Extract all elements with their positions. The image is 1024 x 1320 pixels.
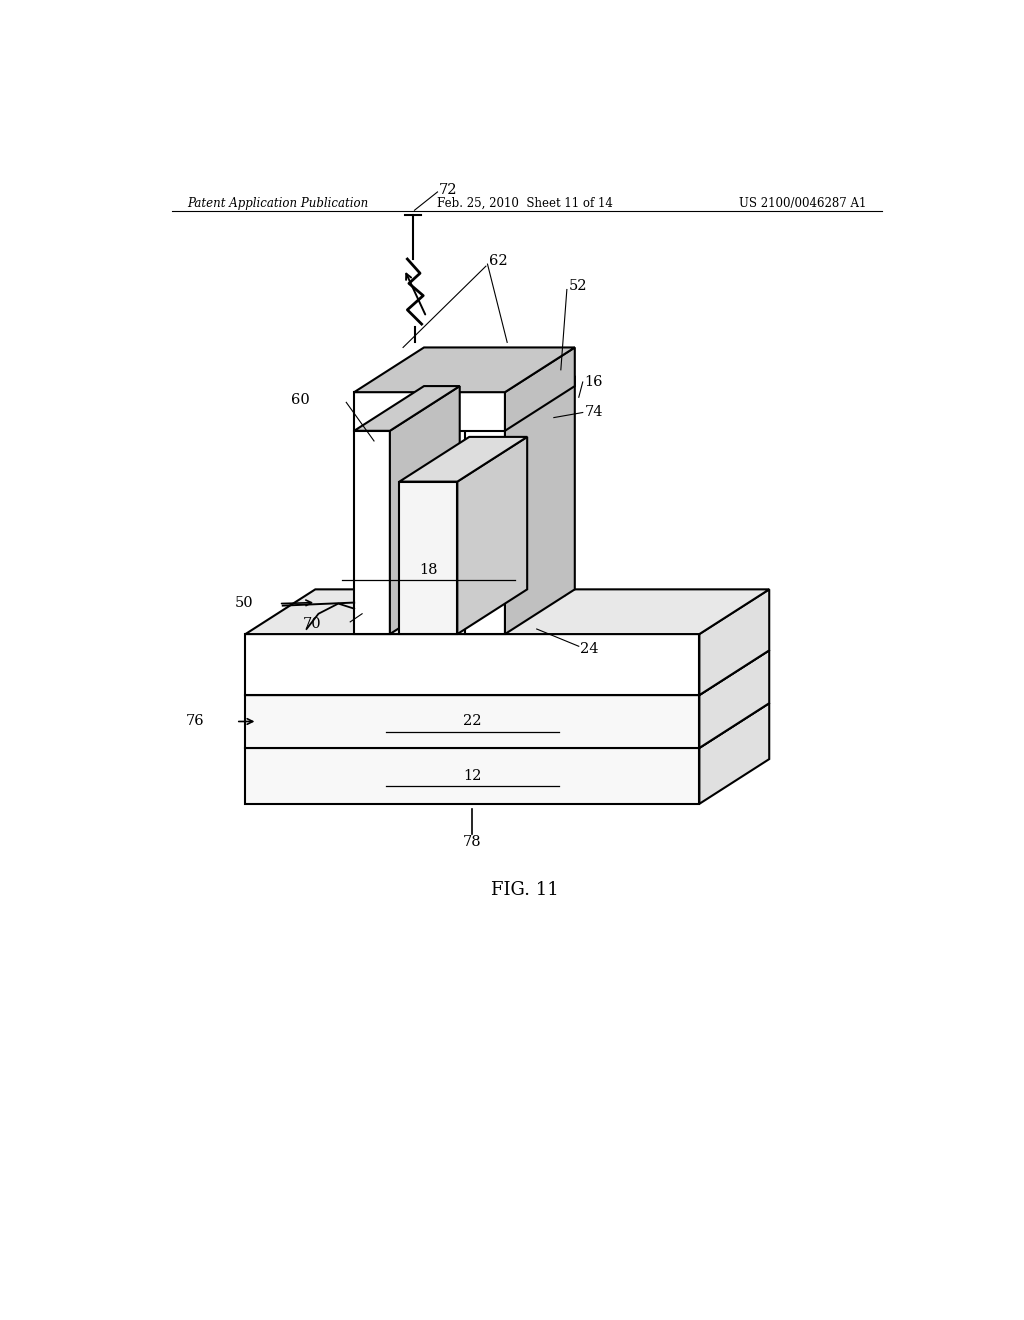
Polygon shape (505, 376, 574, 634)
Polygon shape (465, 421, 505, 634)
Polygon shape (390, 385, 460, 634)
Text: 16: 16 (585, 375, 603, 389)
Text: 18: 18 (419, 564, 437, 577)
Text: Patent Application Publication: Patent Application Publication (187, 197, 369, 210)
Text: 22: 22 (463, 714, 481, 729)
Text: 62: 62 (489, 253, 508, 268)
Polygon shape (354, 430, 390, 634)
Polygon shape (505, 347, 574, 430)
Text: 78: 78 (463, 836, 481, 850)
Polygon shape (399, 482, 458, 634)
Text: 50: 50 (236, 595, 254, 610)
Text: Feb. 25, 2010  Sheet 11 of 14: Feb. 25, 2010 Sheet 11 of 14 (437, 197, 612, 210)
Text: 12: 12 (463, 768, 481, 783)
Polygon shape (354, 347, 574, 392)
Polygon shape (246, 696, 699, 748)
Polygon shape (246, 748, 699, 804)
Text: 70: 70 (303, 616, 322, 631)
Polygon shape (699, 651, 769, 748)
Polygon shape (354, 385, 460, 430)
Polygon shape (246, 634, 699, 696)
Text: FIG. 11: FIG. 11 (490, 882, 559, 899)
Polygon shape (246, 589, 769, 634)
Text: 60: 60 (291, 393, 309, 408)
Text: 52: 52 (568, 280, 587, 293)
Polygon shape (399, 437, 527, 482)
Polygon shape (699, 704, 769, 804)
Text: 76: 76 (186, 714, 205, 729)
Polygon shape (246, 704, 769, 748)
Text: 72: 72 (439, 183, 458, 197)
Polygon shape (699, 589, 769, 696)
Polygon shape (246, 651, 769, 696)
Text: 74: 74 (585, 405, 603, 420)
Text: US 2100/0046287 A1: US 2100/0046287 A1 (738, 197, 866, 210)
Polygon shape (354, 392, 505, 430)
Polygon shape (465, 376, 574, 421)
Polygon shape (458, 437, 527, 634)
Text: 24: 24 (581, 643, 599, 656)
